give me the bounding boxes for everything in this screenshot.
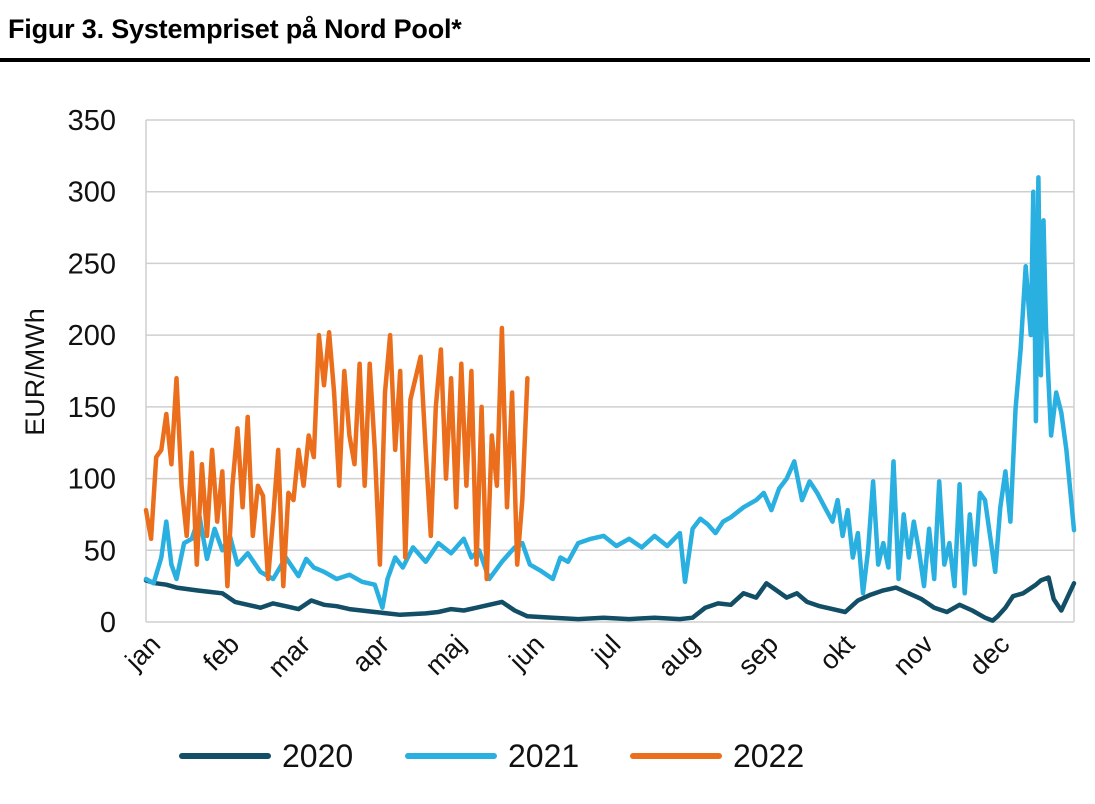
x-tick-label: apr — [346, 629, 395, 678]
x-tick-label: maj — [419, 629, 471, 681]
x-tick-label: aug — [652, 629, 705, 682]
gridlines — [145, 119, 1075, 623]
legend-label-2020: 2020 — [282, 738, 353, 774]
y-tick-label: 200 — [68, 320, 116, 352]
y-tick-label: 250 — [68, 248, 116, 280]
legend-label-2022: 2022 — [733, 738, 804, 774]
y-tick-label: 50 — [84, 535, 116, 567]
series-line-2021 — [143, 175, 1077, 610]
series-line-2022 — [143, 325, 530, 589]
x-tick-label: mar — [262, 629, 316, 683]
y-tick-label: 100 — [68, 464, 116, 496]
x-tick-label: jun — [503, 629, 550, 676]
x-tick-label: okt — [814, 629, 861, 676]
series-lines — [143, 175, 1077, 623]
y-tick-label: 350 — [68, 105, 116, 137]
x-tick-label: jan — [119, 629, 166, 676]
title-rule — [0, 58, 1090, 62]
x-axis-ticks: jan feb mar apr maj jun jul aug sep okt nov dec — [119, 629, 1016, 683]
y-tick-label: 150 — [68, 392, 116, 424]
x-tick-label: sep — [732, 629, 784, 681]
y-axis-ticks: 0 50 100 150 200 250 300 350 — [68, 105, 116, 639]
legend-label-2021: 2021 — [508, 738, 579, 774]
y-axis-label: EUR/MWh — [20, 308, 50, 436]
x-tick-label: feb — [197, 629, 245, 677]
figure-title: Figur 3. Systempriset på Nord Pool* — [8, 14, 462, 44]
y-tick-label: 0 — [100, 607, 116, 639]
x-tick-label: jul — [585, 629, 626, 670]
y-tick-label: 300 — [68, 177, 116, 209]
series-line-2020 — [143, 575, 1077, 623]
x-tick-label: nov — [887, 629, 939, 681]
x-tick-label: dec — [963, 629, 1015, 681]
legend: 2020 2021 2022 — [179, 738, 804, 774]
